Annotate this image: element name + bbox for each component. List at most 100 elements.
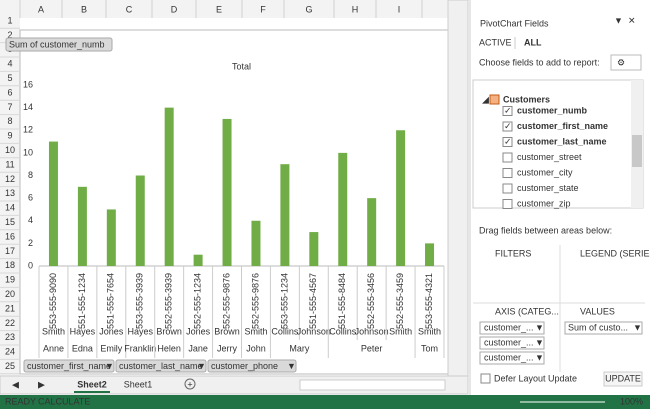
update-button[interactable]: [603, 371, 643, 387]
dropdown-icon[interactable]: ▼: [614, 15, 623, 25]
x-tick-label: 551-555-7654: [106, 273, 116, 329]
field-name[interactable]: customer_state: [517, 183, 579, 193]
field-name[interactable]: customer_city: [517, 167, 573, 177]
tab-nav-left[interactable]: ◀: [12, 379, 19, 389]
dropdown-arrow: ▼: [535, 352, 544, 362]
first-name-label: Franklin: [124, 343, 156, 353]
tab-nav-right[interactable]: ▶: [38, 379, 45, 389]
first-name-label: Mary: [289, 343, 309, 353]
field-name[interactable]: customer_street: [517, 152, 582, 162]
last-name-label: Hayes: [127, 326, 153, 336]
field-checkbox[interactable]: [502, 152, 513, 163]
bar: [338, 152, 348, 266]
last-name-label: Smith: [42, 326, 65, 336]
field-checkbox[interactable]: [502, 121, 513, 132]
first-name-label: Peter: [361, 343, 383, 353]
horizontal-scrollbar[interactable]: [299, 379, 446, 391]
field-name[interactable]: customer_zip: [517, 198, 571, 208]
axis-field-button[interactable]: [23, 359, 115, 373]
row-header: 9: [7, 131, 12, 141]
dropdown-arrow: ▼: [535, 337, 544, 347]
pane-instruction: Choose fields to add to report:: [479, 57, 600, 67]
row-header: 11: [5, 159, 14, 169]
y-tick-label: 10: [23, 147, 33, 157]
row-header: 22: [5, 318, 15, 328]
axis-item-label: customer_...: [484, 322, 534, 332]
field-name[interactable]: customer_numb: [517, 105, 588, 115]
check-mark: ✓: [504, 121, 512, 131]
pane-tab-active[interactable]: ALL: [524, 37, 542, 47]
field-checkbox[interactable]: [502, 199, 513, 209]
table-icon: [489, 94, 500, 105]
sheet-tab-active[interactable]: Sheet2: [77, 379, 107, 389]
defer-checkbox[interactable]: [480, 373, 491, 384]
last-name-label: Collins: [329, 326, 357, 336]
bar: [367, 198, 377, 266]
last-name-label: Jones: [99, 326, 124, 336]
field-name[interactable]: customer_first_name: [517, 121, 608, 131]
area-header: LEGEND (SERIES): [580, 248, 650, 258]
bar: [309, 232, 319, 266]
y-tick-label: 8: [28, 170, 33, 180]
y-tick-label: 6: [28, 193, 33, 203]
row-header: 17: [5, 246, 15, 256]
add-sheet-button[interactable]: [184, 378, 196, 390]
field-name[interactable]: customer_last_name: [517, 136, 607, 146]
field-checkbox[interactable]: [502, 183, 513, 194]
last-name-label: Collins: [271, 326, 299, 336]
x-tick-label: 553-555-1234: [279, 273, 289, 329]
dropdown-arrow[interactable]: ▼: [105, 361, 114, 371]
x-tick-label: 552-555-3456: [366, 273, 376, 329]
x-tick-label: 552-555-9876: [221, 273, 231, 329]
y-tick-label: 4: [28, 215, 33, 225]
axis-item[interactable]: [479, 336, 545, 350]
settings-button[interactable]: [610, 54, 642, 71]
row-header: 16: [5, 231, 15, 241]
defer-label: Defer Layout Update: [494, 373, 577, 383]
gear-icon: ⚙: [617, 57, 625, 67]
row-header: 2: [7, 30, 12, 40]
status-bar: [0, 395, 650, 409]
value-field-label: Sum of customer_numb: [9, 39, 105, 49]
row-header: 19: [5, 275, 15, 285]
first-name-label: Jerry: [217, 343, 237, 353]
status-calculate[interactable]: CALCULATE: [38, 396, 90, 406]
x-tick-label: 553-555-9090: [48, 273, 58, 329]
axis-field-button[interactable]: [115, 359, 207, 373]
check-mark: ✓: [504, 105, 512, 115]
vertical-scrollbar[interactable]: [447, 0, 469, 377]
row-header: 5: [7, 73, 12, 83]
axis-item[interactable]: [479, 351, 545, 365]
value-field-button[interactable]: [5, 37, 113, 52]
last-name-label: Brown: [156, 326, 182, 336]
close-icon[interactable]: ✕: [628, 15, 636, 25]
axis-field-button[interactable]: [207, 359, 297, 373]
dropdown-arrow[interactable]: ▼: [287, 361, 296, 371]
y-tick-label: 16: [23, 79, 33, 89]
x-tick-label: 553-555-3939: [135, 273, 145, 329]
pane-instruction: Drag fields between areas below:: [479, 225, 612, 235]
table-name[interactable]: Customers: [503, 94, 550, 104]
axis-item[interactable]: [479, 321, 545, 335]
dropdown-arrow[interactable]: ▼: [197, 361, 206, 371]
row-header: 23: [5, 332, 15, 342]
field-checkbox[interactable]: [502, 106, 513, 116]
column-header: B: [81, 4, 87, 14]
field-checkbox[interactable]: [502, 168, 513, 178]
last-name-label: Johnson: [297, 326, 331, 336]
row-header: 6: [7, 87, 12, 97]
bar: [164, 107, 174, 266]
field-checkbox[interactable]: [502, 137, 513, 147]
zoom-level[interactable]: 100%: [620, 396, 643, 406]
bar: [106, 209, 116, 266]
sheet-tab[interactable]: Sheet1: [124, 379, 153, 389]
x-tick-label: 552-555-9876: [250, 273, 260, 329]
pane-tab[interactable]: ACTIVE: [479, 37, 512, 47]
y-tick-label: 14: [23, 102, 33, 112]
first-name-label: John: [246, 343, 266, 353]
x-tick-label: 552-555-3459: [395, 273, 405, 329]
value-item[interactable]: [564, 321, 643, 335]
first-name-label: Emily: [100, 343, 122, 353]
field-list-thumb[interactable]: [632, 135, 642, 167]
